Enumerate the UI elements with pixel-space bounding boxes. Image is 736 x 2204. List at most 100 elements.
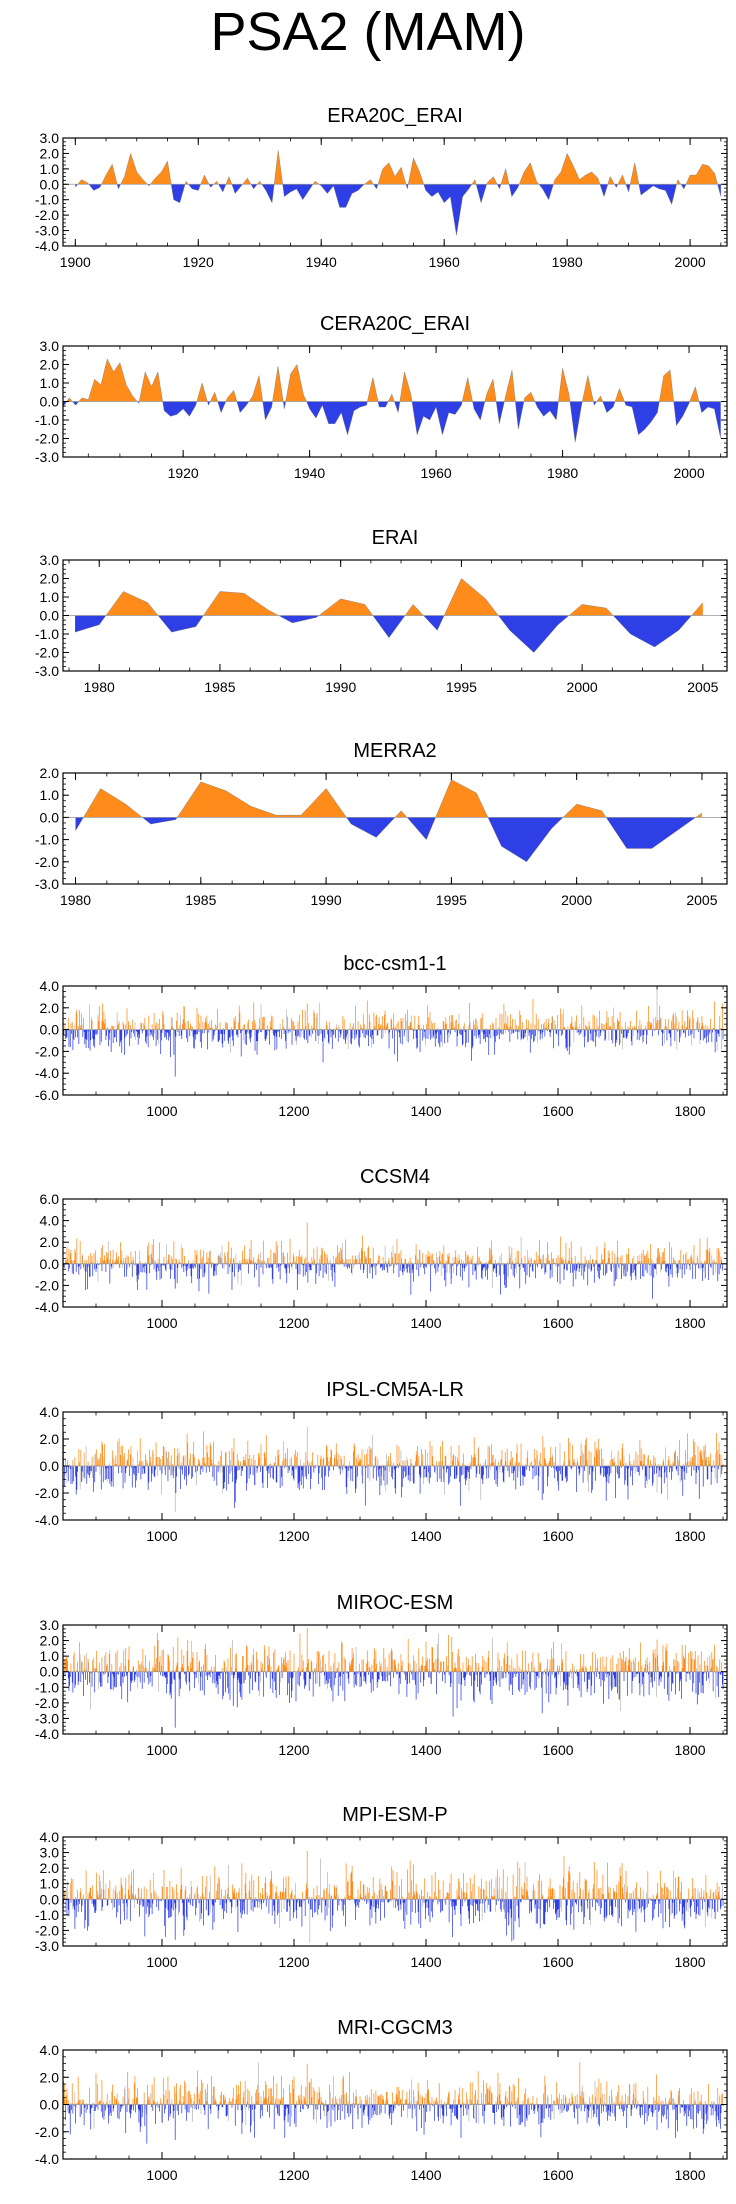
gray-bars (67, 2062, 717, 2129)
y-tick-label: -4.0 (35, 1512, 59, 1528)
y-tick-label: -2.0 (35, 645, 59, 661)
y-tick-label: -2.0 (35, 1277, 59, 1293)
negative-area (72, 401, 79, 406)
y-tick-label: -2.0 (35, 1695, 59, 1711)
negative-area (209, 184, 214, 188)
y-tick-label: 0.0 (40, 809, 60, 825)
negative-area (569, 401, 583, 443)
positive-area (274, 150, 283, 185)
chart-title: ERAI (372, 527, 419, 549)
positive-area (500, 168, 510, 185)
negative-area (599, 184, 608, 197)
positive-area (408, 158, 424, 185)
positive-area (686, 164, 718, 185)
x-tick-label: 1800 (674, 1103, 705, 1119)
y-tick-label: -4.0 (35, 1726, 59, 1742)
chart-panel: MPI-ESM-P 4.03.02.01.00.0-1.0-2.0-3.0 1000… (35, 1804, 728, 1970)
positive-area (615, 388, 625, 402)
positive-area (523, 392, 535, 402)
data-layer (63, 358, 721, 443)
x-tick-label: 1600 (542, 1315, 573, 1331)
positive-area (562, 804, 607, 818)
data-layer (75, 150, 722, 236)
x-tick-label: 1400 (410, 1103, 441, 1119)
x-tick-label: 1980 (552, 254, 583, 270)
positive-area (78, 358, 138, 402)
y-tick-label: 1.0 (40, 589, 60, 605)
chart-panel: ERAI 3.0 2.0 1.0 0.0 -1.0 -2.0 -3.0 1980 1985 1990… (35, 527, 728, 695)
negative-area (319, 184, 365, 208)
x-tick-label: 1800 (674, 1315, 705, 1331)
negative-area (673, 401, 690, 426)
y-tick-label: -1.0 (35, 192, 59, 208)
positive-bars (63, 1851, 723, 1900)
x-tick-label: 1000 (146, 1528, 177, 1544)
negative-area (283, 401, 286, 409)
positive-area (568, 604, 614, 616)
positive-area (689, 386, 699, 402)
positive-area (553, 153, 600, 185)
x-tick-label: 1920 (168, 465, 199, 481)
y-tick-label: 2.0 (40, 1000, 60, 1016)
y-tick-label: 2.0 (40, 2069, 60, 2085)
x-tick-label: 1800 (674, 1954, 705, 1970)
positive-area (177, 781, 347, 818)
negative-area (250, 184, 258, 189)
positive-area (225, 176, 232, 185)
negative-area (496, 401, 505, 424)
y-tick-label: -1.0 (35, 1907, 59, 1923)
series-line (63, 358, 721, 443)
series-line (75, 578, 704, 653)
positive-area (285, 364, 307, 402)
positive-bars (64, 999, 723, 1030)
negative-area (188, 184, 201, 191)
negative-area (680, 184, 687, 189)
x-tick-label: 1000 (146, 1954, 177, 1970)
y-tick-label: 2.0 (40, 765, 60, 781)
chart-title: MERRA2 (353, 740, 436, 762)
x-tick-label: 1400 (410, 1742, 441, 1758)
positive-area (272, 366, 284, 402)
positive-area (399, 371, 412, 402)
y-tick-label: -3.0 (35, 663, 59, 679)
x-tick-label: 1990 (325, 679, 356, 695)
x-tick-label: 1000 (146, 2167, 177, 2183)
positive-area (582, 375, 594, 402)
y-tick-label: -1.0 (35, 412, 59, 428)
x-tick-label: 1980 (547, 465, 578, 481)
negative-area (638, 184, 677, 205)
positive-area (225, 390, 237, 402)
negative-area (497, 184, 501, 189)
x-tick-label: 1980 (84, 679, 115, 695)
positive-area (596, 395, 603, 402)
positive-bars (63, 2062, 723, 2105)
positive-area (486, 176, 498, 185)
series-line (75, 150, 722, 236)
plot-frame (62, 985, 728, 1096)
negative-area (534, 401, 559, 420)
positive-area (213, 181, 219, 185)
y-tick-label: -1.0 (35, 626, 59, 642)
negative-area (698, 401, 721, 439)
y-tick-label: 6.0 (40, 1191, 60, 1207)
y-tick-label: -2.0 (35, 431, 59, 447)
positive-area (444, 578, 499, 616)
plot-frame (62, 137, 728, 247)
positive-area (484, 379, 497, 402)
y-tick-label: -2.0 (35, 1485, 59, 1501)
x-tick-label: 2000 (567, 679, 598, 695)
positive-area (66, 397, 73, 402)
negative-area (407, 817, 436, 840)
y-tick-label: -2.0 (35, 207, 59, 223)
chart-panel: MIROC-ESM 3.02.01.00.0-1.0-2.0-3.0-4.0 100… (35, 1592, 728, 1758)
y-tick-label: -6.0 (35, 1087, 59, 1103)
x-tick-label: 1985 (185, 892, 216, 908)
negative-area (236, 401, 249, 413)
positive-area (435, 779, 488, 818)
y-tick-label: 3.0 (40, 1617, 60, 1633)
y-tick-label: 1.0 (40, 375, 60, 391)
negative-area (487, 817, 563, 862)
negative-area (171, 184, 186, 203)
negative-area (88, 184, 102, 191)
gray-bars (64, 988, 723, 1053)
